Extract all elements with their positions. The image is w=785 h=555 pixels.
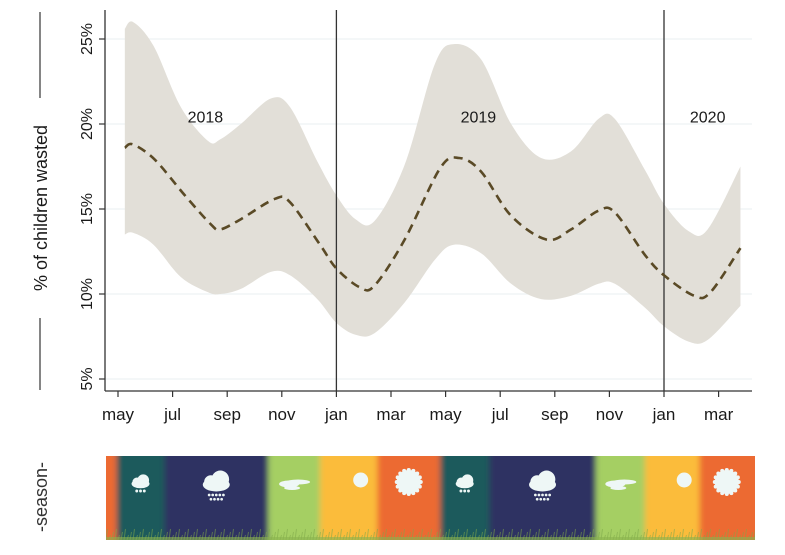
x-tick-label-4: jan (324, 405, 348, 424)
cloud-light-rain-icon (131, 474, 150, 493)
x-tick-label-0: may (102, 405, 135, 424)
cloud-heavy-rain-icon (202, 470, 230, 501)
season-label: -season- (31, 462, 51, 532)
confidence-band-layer (124, 21, 741, 344)
estimate-line (124, 142, 742, 300)
season-segment-post-rains-8 (595, 456, 646, 540)
sun-small-icon (353, 472, 369, 488)
sun-large-icon (712, 468, 741, 496)
x-tick-label-11: mar (704, 405, 734, 424)
y-tick-label-4: 25% (79, 23, 96, 55)
estimate-line-layer (124, 142, 742, 300)
x-tick-label-5: mar (376, 405, 406, 424)
season-segments (106, 456, 755, 540)
y-tick-label-1: 10% (79, 278, 96, 310)
year-labels: 2018 2019 2020 (188, 109, 726, 126)
year-label-2019: 2019 (461, 109, 497, 126)
sun-large-icon (394, 468, 423, 496)
y-tick-label-3: 20% (79, 108, 96, 140)
season-segment-cool-dry-9 (644, 456, 701, 540)
axes (104, 10, 752, 392)
year-label-2018: 2018 (188, 109, 224, 126)
year-dividers (335, 10, 665, 391)
season-segment-long-rains-7 (489, 456, 597, 540)
season-strip (106, 456, 755, 540)
y-axis-title-group: % of children wasted (31, 12, 51, 390)
x-tick-label-9: nov (596, 405, 624, 424)
x-tick-label-1: jul (163, 405, 181, 424)
season-segment-cool-dry-4 (320, 456, 379, 540)
x-tick-label-3: nov (268, 405, 296, 424)
x-tick-label-10: jan (652, 405, 676, 424)
season-segment-short-rains-6 (440, 456, 491, 540)
x-tick-label-7: jul (491, 405, 509, 424)
season-segment-long-rains-2 (164, 456, 270, 540)
year-label-2020: 2020 (690, 109, 726, 126)
season-segment-hot-dry-0 (106, 456, 118, 540)
season-segment-short-rains-1 (116, 456, 166, 540)
y-tick-label-0: 5% (79, 367, 96, 390)
y-axis-title: % of children wasted (31, 125, 51, 291)
y-tick-label-2: 15% (79, 193, 96, 225)
y-ticks: 5% 10% 15% 20% 25% (79, 23, 105, 391)
cloud-light-rain-icon (455, 474, 474, 493)
x-tick-label-6: may (430, 405, 463, 424)
season-segment-post-rains-3 (268, 456, 322, 540)
grass-decoration (106, 528, 755, 540)
cloud-heavy-rain-icon (529, 470, 557, 501)
confidence-band (124, 21, 741, 344)
season-segment-hot-dry-10 (699, 456, 755, 540)
x-ticks: may jul sep nov jan mar may jul sep nov jan mar (102, 391, 734, 424)
x-tick-label-2: sep (213, 405, 240, 424)
cloud-icon (605, 479, 637, 490)
sun-small-icon (676, 472, 692, 488)
x-tick-label-8: sep (541, 405, 568, 424)
cloud-icon (279, 479, 311, 490)
